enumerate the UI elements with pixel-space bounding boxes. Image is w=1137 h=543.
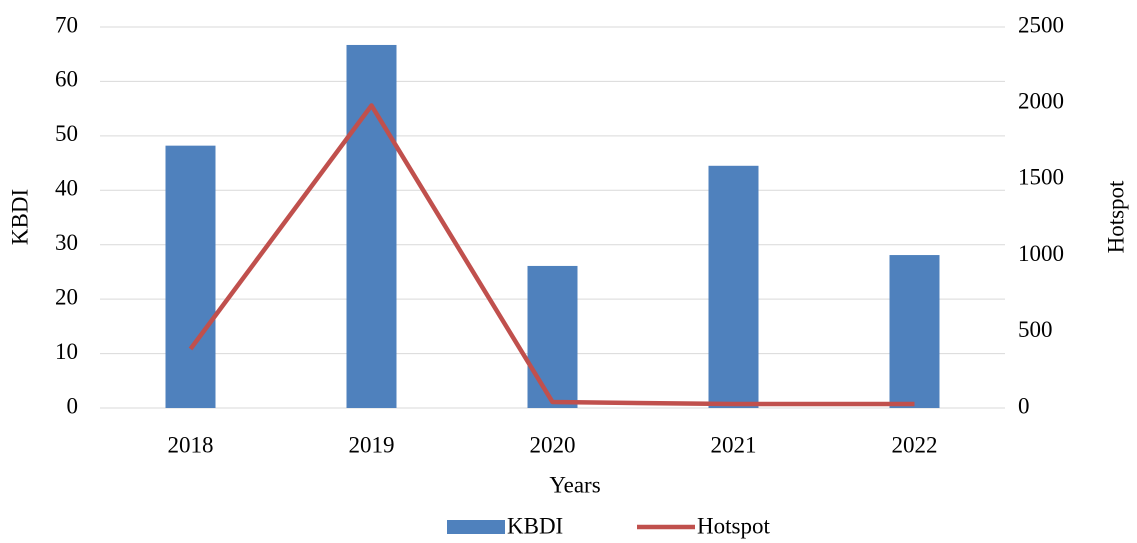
x-tick-label: 2021 [711, 432, 757, 457]
y-tick-label: 0 [67, 393, 79, 418]
y2-tick-label: 2000 [1018, 88, 1064, 113]
y2-tick-label: 500 [1018, 317, 1053, 342]
y2-tick-label: 0 [1018, 393, 1030, 418]
line [188, 103, 915, 407]
bar [346, 44, 397, 409]
y-tick-label: 10 [55, 339, 78, 364]
x-tick-label: 2022 [892, 432, 938, 457]
legend-swatch [447, 520, 505, 534]
x-axis-label: Years [549, 472, 600, 497]
y2-axis-label: Hotspot [1103, 180, 1128, 253]
x-tick-label: 2018 [168, 432, 214, 457]
bar [889, 255, 940, 408]
y-tick-label: 30 [55, 230, 78, 255]
y-tick-label: 50 [55, 121, 78, 146]
x-tick-label: 2019 [349, 432, 395, 457]
bar [708, 165, 759, 408]
y-tick-label: 40 [55, 176, 78, 201]
y2-tick-label: 1500 [1018, 165, 1064, 190]
y2-tick-label: 2500 [1018, 12, 1064, 37]
legend-label: Hotspot [697, 513, 770, 538]
y-tick-label: 70 [55, 12, 78, 37]
x-tick-label: 2020 [530, 432, 576, 457]
bar [527, 265, 578, 408]
legend-label: KBDI [507, 513, 563, 538]
y-tick-label: 60 [55, 67, 78, 92]
bar [165, 145, 216, 408]
y-axis-label: KBDI [7, 189, 32, 245]
y2-tick-label: 1000 [1018, 241, 1064, 266]
y-tick-label: 20 [55, 284, 78, 309]
